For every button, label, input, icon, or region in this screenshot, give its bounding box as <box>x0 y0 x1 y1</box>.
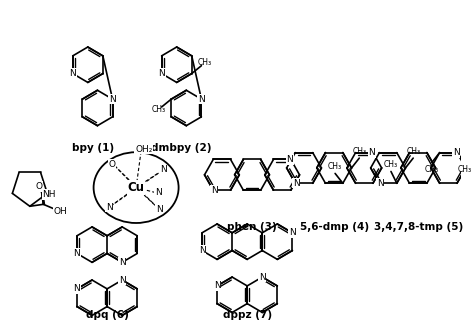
Text: 3,4,7,8-tmp (5): 3,4,7,8-tmp (5) <box>374 222 463 232</box>
Text: N: N <box>453 148 459 157</box>
Text: N: N <box>377 179 384 188</box>
Text: CH₃: CH₃ <box>328 162 342 171</box>
Text: 5,6-dmp (4): 5,6-dmp (4) <box>300 222 369 232</box>
Text: bpy (1): bpy (1) <box>72 143 114 153</box>
Text: N: N <box>286 155 293 164</box>
Text: NH: NH <box>43 190 56 199</box>
Text: CH₃: CH₃ <box>197 58 211 67</box>
Text: N: N <box>199 246 205 255</box>
Text: N: N <box>293 179 300 188</box>
Text: N: N <box>214 281 220 291</box>
Text: N: N <box>198 95 205 104</box>
Text: O: O <box>109 160 116 168</box>
Text: N: N <box>119 258 126 267</box>
Text: dpq (6): dpq (6) <box>86 310 128 320</box>
Text: CH₃: CH₃ <box>425 165 439 174</box>
Text: N: N <box>73 284 81 293</box>
Text: CH₃: CH₃ <box>406 147 420 156</box>
Text: O: O <box>35 182 42 191</box>
Text: N: N <box>160 165 166 174</box>
Text: N: N <box>119 275 126 285</box>
Text: N: N <box>109 95 116 104</box>
Text: N: N <box>259 272 265 282</box>
Text: Cu: Cu <box>128 181 145 194</box>
Text: CH₃: CH₃ <box>384 160 398 169</box>
Text: CH₃: CH₃ <box>152 105 166 114</box>
Text: N: N <box>106 203 112 212</box>
Text: N: N <box>158 69 165 78</box>
Text: CH₃: CH₃ <box>352 147 366 156</box>
Text: N: N <box>369 148 375 157</box>
Text: CH₃: CH₃ <box>458 165 472 174</box>
Text: N: N <box>155 188 162 197</box>
Text: phen (3): phen (3) <box>227 222 277 232</box>
Text: OH₂: OH₂ <box>135 145 153 154</box>
Text: dppz (7): dppz (7) <box>223 310 272 320</box>
Text: N: N <box>69 69 76 78</box>
Text: N: N <box>156 205 163 214</box>
Text: N: N <box>73 249 81 258</box>
Text: dmbpy (2): dmbpy (2) <box>151 143 212 153</box>
Text: N: N <box>211 186 218 195</box>
Text: N: N <box>289 228 296 237</box>
Text: OH: OH <box>54 207 68 216</box>
